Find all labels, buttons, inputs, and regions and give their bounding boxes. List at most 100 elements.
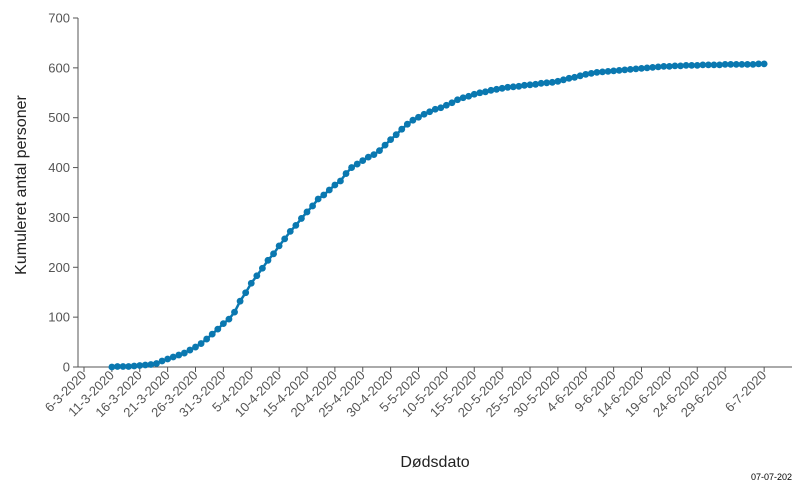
data-point	[114, 363, 121, 370]
data-point	[593, 68, 601, 76]
data-point	[192, 343, 199, 351]
data-point	[153, 360, 160, 367]
data-point	[638, 64, 645, 72]
data-point	[738, 60, 746, 68]
y-axis: 0 100 200 300 400 500 600 700	[48, 11, 79, 375]
data-point	[587, 69, 595, 77]
data-point	[632, 65, 640, 73]
data-point	[504, 83, 512, 91]
data-point	[130, 362, 138, 370]
data-point	[214, 325, 222, 333]
data-point	[649, 63, 657, 71]
data-point	[755, 60, 762, 68]
data-point	[147, 361, 155, 368]
data-point	[654, 63, 662, 71]
y-axis-title: Kumuleret antal personer	[13, 95, 30, 275]
data-point	[158, 357, 166, 365]
y-tick-label: 100	[48, 310, 70, 325]
data-point	[208, 330, 216, 338]
data-point	[521, 81, 528, 89]
data-point	[398, 125, 406, 133]
data-point	[660, 62, 668, 70]
data-point	[470, 90, 478, 98]
data-point	[247, 279, 255, 287]
data-point	[264, 256, 272, 264]
data-point	[626, 65, 634, 73]
y-tick-label: 400	[48, 160, 70, 175]
data-point	[537, 79, 545, 87]
data-point	[219, 320, 227, 328]
data-point	[298, 215, 305, 222]
data-point	[688, 61, 696, 69]
data-point	[710, 61, 718, 69]
data-point	[431, 105, 439, 113]
data-point	[493, 85, 500, 93]
data-point	[314, 195, 322, 203]
data-point	[727, 60, 735, 68]
y-tick-label: 300	[48, 210, 70, 225]
data-point	[482, 88, 489, 96]
data-point	[671, 62, 679, 70]
data-point	[325, 186, 333, 194]
y-tick-label: 0	[63, 360, 70, 375]
data-point	[309, 202, 316, 210]
data-point	[459, 94, 467, 102]
series-plot	[108, 60, 768, 371]
data-point	[175, 351, 183, 359]
data-point	[732, 60, 740, 68]
data-point	[582, 70, 590, 78]
data-point	[303, 208, 311, 216]
data-point	[498, 84, 506, 92]
data-point	[437, 104, 445, 112]
data-point	[331, 181, 339, 189]
x-axis-title: Dødsdato	[400, 454, 469, 471]
data-point	[231, 308, 238, 316]
data-point	[359, 157, 367, 164]
data-point	[420, 110, 428, 118]
data-point	[615, 66, 623, 74]
data-point	[119, 363, 127, 370]
data-point	[164, 355, 172, 363]
data-point	[515, 82, 523, 90]
data-point	[125, 363, 132, 370]
data-point	[599, 68, 606, 76]
data-point	[465, 92, 473, 100]
data-point	[760, 60, 768, 68]
data-point	[487, 86, 495, 94]
data-point	[392, 131, 400, 139]
data-point	[665, 62, 673, 70]
data-point	[270, 250, 277, 258]
data-point	[576, 72, 584, 80]
data-point	[509, 83, 517, 91]
data-point	[387, 136, 395, 144]
data-point	[744, 60, 751, 68]
data-point	[403, 120, 411, 128]
data-point	[554, 77, 562, 85]
data-point	[682, 61, 690, 69]
y-tick-label: 200	[48, 260, 70, 275]
data-point	[610, 67, 618, 75]
data-point	[426, 108, 434, 116]
data-point	[565, 74, 573, 82]
data-point	[442, 101, 450, 109]
data-point	[716, 61, 723, 69]
x-tick-label: 6-7-2020	[722, 368, 769, 415]
data-point	[348, 164, 355, 171]
data-point	[253, 272, 261, 280]
x-axis: 6-3-202011-3-202016-3-202021-3-202026-3-…	[42, 366, 792, 420]
data-point	[370, 151, 378, 159]
data-point	[108, 363, 116, 371]
data-point	[476, 89, 484, 97]
data-point	[699, 61, 707, 69]
data-point	[548, 78, 556, 86]
footnote-date: 07-07-202	[750, 472, 792, 482]
data-point	[259, 264, 266, 272]
data-point	[415, 113, 422, 121]
data-point	[197, 340, 205, 347]
data-point	[320, 191, 328, 199]
data-point	[543, 79, 551, 87]
data-point	[203, 335, 211, 343]
data-point	[141, 361, 149, 369]
data-point	[286, 227, 294, 235]
data-point	[169, 353, 177, 361]
